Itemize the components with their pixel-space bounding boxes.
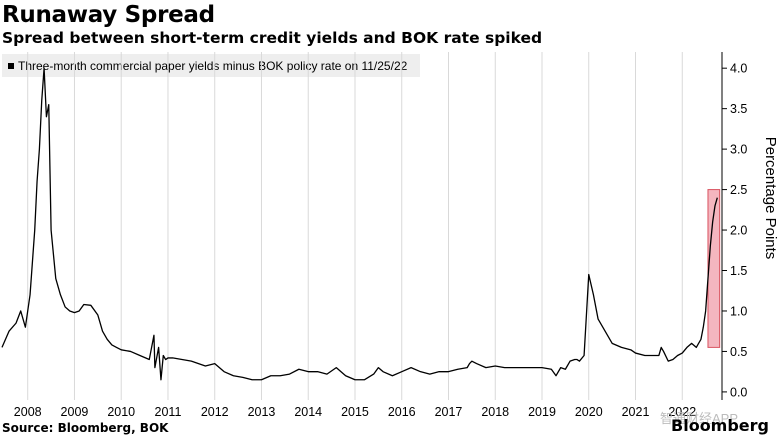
x-tick-label: 2012 [201, 405, 229, 419]
x-tick-label: 2021 [622, 405, 650, 419]
y-tick-label: 0.5 [730, 345, 747, 359]
source-note: Source: Bloomberg, BOK [2, 421, 169, 435]
brand-logo: Bloomberg [671, 416, 769, 435]
y-tick-label: 2.0 [730, 224, 747, 238]
y-tick-label: 0.0 [730, 385, 747, 399]
y-tick-label: 1.5 [730, 264, 747, 278]
x-tick-label: 2016 [388, 405, 416, 419]
x-tick-label: 2020 [575, 405, 603, 419]
y-tick-label: 2.5 [730, 183, 747, 197]
series-layer [1, 67, 718, 381]
chart-legend: Three-month commercial paper yields minu… [2, 54, 420, 77]
y-tick-label: 3.5 [730, 102, 747, 116]
chart-subtitle: Spread between short-term credit yields … [2, 29, 543, 47]
legend-swatch [8, 62, 14, 69]
x-tick-label: 2011 [155, 405, 182, 419]
x-tick-label: 2010 [107, 405, 135, 419]
x-tick-label: 2013 [248, 405, 276, 419]
series-line [1, 67, 718, 381]
y-axis-title: Percentage Points [762, 137, 777, 260]
axis-layer: 2008 2009 2010 2011 2012 2013 2014 2015 2016 2017… [14, 52, 777, 419]
highlight-layer [707, 189, 721, 348]
x-tick-label: 2018 [481, 405, 509, 419]
x-tick-label: 2017 [435, 405, 463, 419]
watermark: 智通财经APP [660, 411, 739, 426]
legend-label: Three-month commercial paper yields minu… [18, 58, 408, 73]
y-tick-label: 3.0 [730, 143, 747, 157]
x-tick-label: 2014 [294, 405, 322, 419]
x-tick-label: 2008 [14, 405, 42, 419]
y-tick-label: 1.0 [730, 304, 747, 318]
chart-title: Runaway Spread [2, 2, 215, 28]
x-tick-label: 2019 [528, 405, 556, 419]
highlight-box [707, 189, 721, 348]
x-tick-label: 2009 [61, 405, 89, 419]
grid-layer [27, 52, 683, 400]
y-tick-label: 4.0 [730, 62, 747, 76]
x-tick-label: 2015 [341, 405, 369, 419]
x-tick-label: 2022 [668, 405, 696, 419]
